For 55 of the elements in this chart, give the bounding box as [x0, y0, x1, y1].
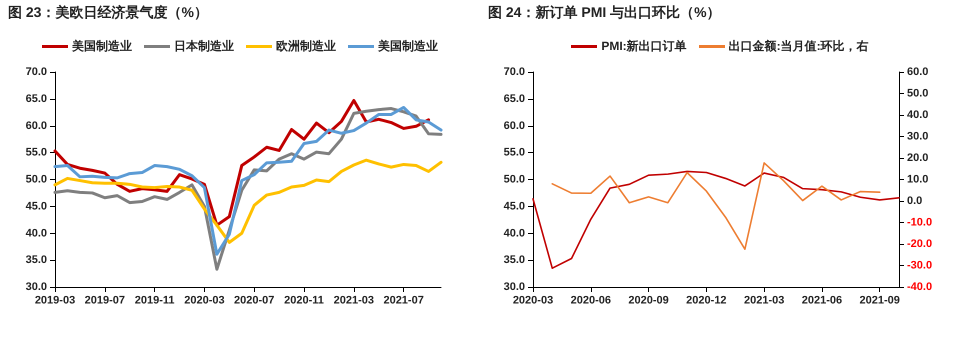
y-tick-label: 70.0	[26, 66, 47, 78]
y2-tick-label: 30.0	[907, 130, 928, 142]
y-tick-label: 40.0	[504, 227, 525, 240]
chart-title: 图 23：美欧日经济景气度（%）	[8, 4, 208, 22]
x-tick-label: 2020-09	[628, 294, 669, 306]
y-tick-label: 35.0	[26, 254, 47, 266]
y2-tick-label: 0.0	[907, 195, 922, 207]
x-tick-label: 2020-11	[284, 294, 324, 306]
y2-tick-label: -20.0	[907, 238, 932, 250]
y2-tick-label: 10.0	[907, 174, 928, 186]
chart-title: 图 24：新订单 PMI 与出口环比（%）	[488, 4, 721, 22]
y2-tick-label: -10.0	[907, 216, 932, 228]
y-tick-label: 30.0	[26, 281, 47, 293]
legend-label: 美国制造业	[378, 38, 438, 55]
y2-tick-label: -30.0	[907, 260, 932, 272]
y-tick-label: 45.0	[26, 200, 47, 212]
y-tick-label: 60.0	[26, 120, 47, 132]
y-tick-label: 65.0	[504, 92, 525, 105]
y-tick-label: 65.0	[26, 92, 47, 105]
x-tick-label: 2020-03	[512, 294, 554, 306]
y-tick-label: 70.0	[504, 66, 525, 78]
legend-label: 出口金额:当月值:环比，右	[728, 38, 869, 55]
x-tick-label: 2020-12	[686, 294, 727, 306]
y-tick-label: 55.0	[26, 146, 47, 159]
x-tick-label: 2020-06	[570, 294, 611, 306]
y2-tick-label: 60.0	[907, 66, 928, 78]
legend-label: 美国制造业	[72, 38, 132, 55]
y2-tick-label: 50.0	[907, 88, 928, 100]
y-tick-label: 30.0	[504, 281, 525, 293]
x-tick-label: 2020-07	[234, 294, 274, 306]
x-tick-label: 2020-03	[184, 294, 225, 306]
y-tick-label: 40.0	[26, 227, 47, 240]
y-tick-label: 50.0	[504, 174, 525, 186]
y-tick-label: 50.0	[26, 174, 47, 186]
y-tick-label: 60.0	[504, 120, 525, 132]
legend-label: 欧洲制造业	[276, 38, 336, 55]
x-tick-label: 2021-07	[383, 294, 424, 306]
y2-tick-label: 40.0	[907, 109, 928, 121]
x-tick-label: 2021-09	[860, 294, 900, 306]
line-series	[551, 162, 881, 250]
x-tick-label: 2021-03	[334, 294, 374, 306]
y-tick-label: 55.0	[504, 146, 525, 159]
legend-label: 日本制造业	[174, 38, 234, 55]
x-tick-label: 2021-03	[744, 294, 784, 306]
line-series	[54, 158, 442, 244]
x-tick-label: 2021-06	[802, 294, 842, 306]
y2-tick-label: 20.0	[907, 152, 928, 164]
y2-tick-label: -40.0	[907, 281, 932, 293]
y-tick-label: 45.0	[504, 200, 525, 212]
legend-label: PMI:新出口订单	[601, 38, 687, 55]
x-tick-label: 2019-07	[84, 294, 125, 306]
line-series	[532, 170, 900, 269]
x-tick-label: 2019-03	[34, 294, 76, 306]
x-tick-label: 2019-11	[134, 294, 174, 306]
y-tick-label: 35.0	[504, 254, 525, 266]
